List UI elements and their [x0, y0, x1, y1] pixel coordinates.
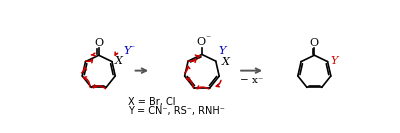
- Text: X: X: [222, 57, 230, 67]
- Text: O: O: [94, 38, 103, 47]
- Text: O: O: [196, 37, 206, 47]
- Text: ⁻: ⁻: [205, 35, 210, 44]
- Text: Y: Y: [331, 56, 338, 66]
- Text: Y: Y: [218, 46, 226, 56]
- Text: − x⁻: − x⁻: [240, 76, 263, 85]
- Text: O: O: [310, 38, 319, 47]
- Text: Y = CN⁻, RS⁻, RNH⁻: Y = CN⁻, RS⁻, RNH⁻: [128, 106, 225, 116]
- Text: X = Br, Cl: X = Br, Cl: [128, 97, 176, 107]
- Text: ⁻: ⁻: [130, 44, 135, 53]
- Text: Y: Y: [123, 46, 131, 56]
- Text: X: X: [115, 56, 123, 66]
